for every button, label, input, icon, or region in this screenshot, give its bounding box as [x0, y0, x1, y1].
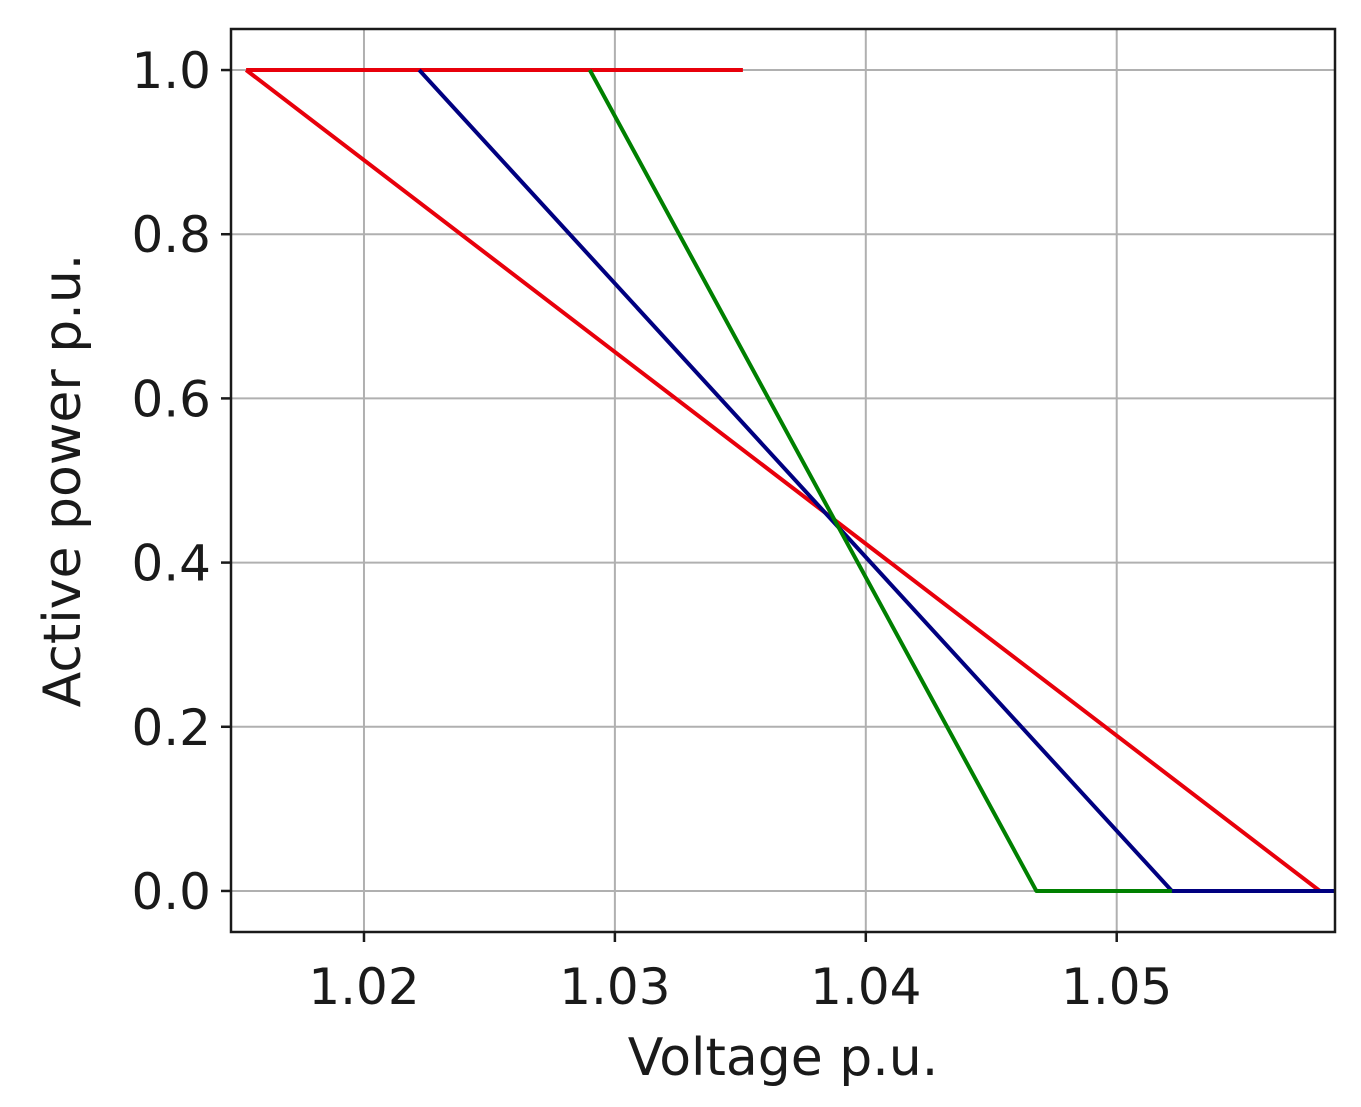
x-tick-label: 1.04 — [810, 958, 921, 1016]
series-layer — [244, 68, 1335, 893]
series-line-3 — [588, 69, 1172, 893]
y-tick-label: 0.6 — [131, 370, 211, 428]
x-tick-label: 1.03 — [559, 958, 670, 1016]
x-axis-label: Voltage p.u. — [628, 1028, 939, 1088]
y-tick-label: 0.0 — [131, 863, 211, 921]
y-tick-label: 0.4 — [131, 535, 211, 593]
plot-frame — [229, 27, 1337, 934]
y-tick-label: 1.0 — [131, 42, 211, 100]
y-tick-label: 0.2 — [131, 699, 211, 757]
y-tick-label: 0.8 — [131, 206, 211, 264]
y-axis-label: Active power p.u. — [33, 254, 93, 708]
x-tick-label: 1.05 — [1061, 958, 1172, 1016]
x-tick-label: 1.02 — [308, 958, 419, 1016]
grid — [231, 29, 1335, 932]
ticks: 1.02 1.03 1.04 1.05 0.0 0.2 0.4 0.6 0.8 1.0 — [131, 42, 1172, 1016]
